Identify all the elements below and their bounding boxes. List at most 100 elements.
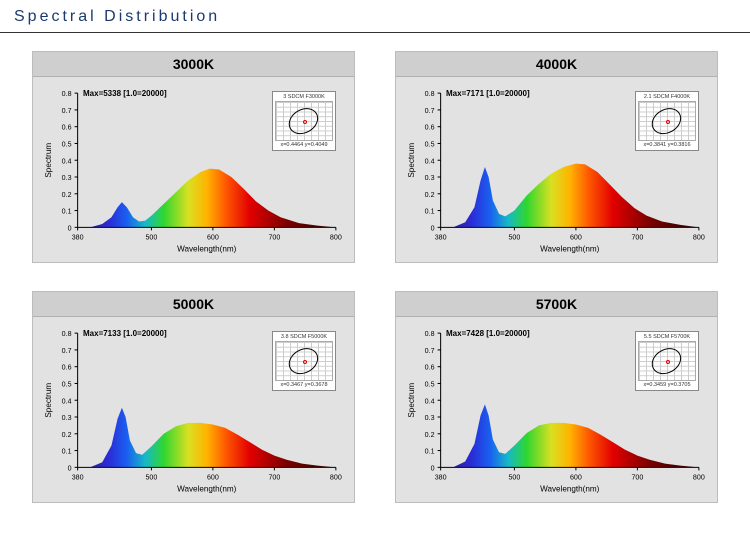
svg-text:0.4: 0.4 <box>62 397 72 405</box>
max-label: Max=5338 [1.0=20000] <box>83 89 167 98</box>
cie-inset: 2.1 SDCM F4000K x=0.3841 y=0.3816 <box>635 91 699 151</box>
svg-text:0.1: 0.1 <box>425 208 435 216</box>
svg-text:0.7: 0.7 <box>62 347 72 355</box>
svg-text:0.6: 0.6 <box>425 124 435 132</box>
svg-text:380: 380 <box>435 234 447 242</box>
plot-area: Max=7171 [1.0=20000] 0 0.1 0.2 0.3 0.4 0.5 0.6… <box>396 77 717 262</box>
inset-marker <box>303 360 307 364</box>
svg-text:Wavelength(nm): Wavelength(nm) <box>540 485 600 494</box>
inset-marker <box>666 360 670 364</box>
inset-coords: x=0.3459 y=0.3705 <box>638 382 696 388</box>
inset-title: 3 SDCM F3000K <box>275 94 333 100</box>
svg-text:0.5: 0.5 <box>425 141 435 149</box>
inset-coords: x=0.3467 y=0.3678 <box>275 382 333 388</box>
svg-text:0: 0 <box>68 224 72 232</box>
svg-text:Spectrum: Spectrum <box>44 143 53 178</box>
svg-text:0: 0 <box>431 464 435 472</box>
cie-inset: 5.5 SDCM F5700K x=0.3459 y=0.3705 <box>635 331 699 391</box>
svg-text:700: 700 <box>268 473 280 481</box>
svg-text:0.7: 0.7 <box>425 107 435 115</box>
svg-text:0.5: 0.5 <box>425 380 435 388</box>
max-label: Max=7428 [1.0=20000] <box>446 329 530 338</box>
chart-title: 5700K <box>396 292 717 317</box>
svg-text:380: 380 <box>72 234 84 242</box>
inset-grid <box>275 101 333 141</box>
plot-area: Max=7133 [1.0=20000] 0 0.1 0.2 0.3 0.4 0.5 0.6… <box>33 317 354 502</box>
svg-text:500: 500 <box>508 473 520 481</box>
svg-text:500: 500 <box>145 234 157 242</box>
svg-text:0.1: 0.1 <box>62 447 72 455</box>
svg-text:0.8: 0.8 <box>425 90 435 98</box>
svg-text:Wavelength(nm): Wavelength(nm) <box>177 485 237 494</box>
svg-text:0.2: 0.2 <box>425 191 435 199</box>
svg-text:0.7: 0.7 <box>425 347 435 355</box>
inset-title: 5.5 SDCM F5700K <box>638 334 696 340</box>
svg-text:380: 380 <box>435 473 447 481</box>
svg-text:800: 800 <box>330 234 342 242</box>
svg-text:700: 700 <box>631 473 643 481</box>
chart-panel: 5000K Max=7133 [1.0=20000] 0 0.1 0.2 0.3 0.4… <box>32 291 355 503</box>
chart-title: 4000K <box>396 52 717 77</box>
svg-text:600: 600 <box>570 234 582 242</box>
svg-text:Spectrum: Spectrum <box>407 143 416 178</box>
svg-text:0.3: 0.3 <box>425 174 435 182</box>
inset-grid <box>638 101 696 141</box>
svg-text:0.2: 0.2 <box>62 191 72 199</box>
svg-text:0.7: 0.7 <box>62 107 72 115</box>
inset-grid <box>638 341 696 381</box>
svg-text:500: 500 <box>508 234 520 242</box>
svg-text:600: 600 <box>207 234 219 242</box>
svg-text:700: 700 <box>268 234 280 242</box>
inset-coords: x=0.3841 y=0.3816 <box>638 142 696 148</box>
svg-text:0: 0 <box>68 464 72 472</box>
inset-title: 3.8 SDCM F5000K <box>275 334 333 340</box>
svg-text:600: 600 <box>570 473 582 481</box>
svg-text:0.3: 0.3 <box>62 174 72 182</box>
svg-text:600: 600 <box>207 473 219 481</box>
svg-text:0.1: 0.1 <box>425 447 435 455</box>
chart-panel: 4000K Max=7171 [1.0=20000] 0 0.1 0.2 0.3 0.4… <box>395 51 718 263</box>
svg-text:0.2: 0.2 <box>62 431 72 439</box>
svg-text:800: 800 <box>693 234 705 242</box>
inset-grid <box>275 341 333 381</box>
svg-text:800: 800 <box>693 473 705 481</box>
inset-title: 2.1 SDCM F4000K <box>638 94 696 100</box>
svg-text:Spectrum: Spectrum <box>44 382 53 417</box>
svg-text:0.2: 0.2 <box>425 431 435 439</box>
max-label: Max=7171 [1.0=20000] <box>446 89 530 98</box>
chart-panel: 5700K Max=7428 [1.0=20000] 0 0.1 0.2 0.3 0.4… <box>395 291 718 503</box>
chart-grid: 3000K Max=5338 [1.0=20000] 0 0.1 0.2 0.3 0.4… <box>0 51 750 503</box>
svg-text:0.4: 0.4 <box>62 157 72 165</box>
chart-title: 3000K <box>33 52 354 77</box>
svg-text:0.3: 0.3 <box>62 414 72 422</box>
svg-text:0.1: 0.1 <box>62 208 72 216</box>
max-label: Max=7133 [1.0=20000] <box>83 329 167 338</box>
plot-area: Max=7428 [1.0=20000] 0 0.1 0.2 0.3 0.4 0.5 0.6… <box>396 317 717 502</box>
svg-text:0: 0 <box>431 224 435 232</box>
svg-text:Wavelength(nm): Wavelength(nm) <box>540 245 600 254</box>
cie-inset: 3 SDCM F3000K x=0.4464 y=0.4049 <box>272 91 336 151</box>
svg-text:800: 800 <box>330 473 342 481</box>
svg-text:0.4: 0.4 <box>425 157 435 165</box>
inset-coords: x=0.4464 y=0.4049 <box>275 142 333 148</box>
svg-text:0.3: 0.3 <box>425 414 435 422</box>
svg-text:0.8: 0.8 <box>62 330 72 338</box>
svg-text:0.6: 0.6 <box>425 364 435 372</box>
svg-text:0.8: 0.8 <box>62 90 72 98</box>
svg-text:500: 500 <box>145 473 157 481</box>
chart-panel: 3000K Max=5338 [1.0=20000] 0 0.1 0.2 0.3 0.4… <box>32 51 355 263</box>
svg-text:0.6: 0.6 <box>62 124 72 132</box>
svg-text:0.5: 0.5 <box>62 380 72 388</box>
svg-text:0.4: 0.4 <box>425 397 435 405</box>
svg-text:Spectrum: Spectrum <box>407 382 416 417</box>
svg-text:0.8: 0.8 <box>425 330 435 338</box>
svg-text:Wavelength(nm): Wavelength(nm) <box>177 245 237 254</box>
svg-text:700: 700 <box>631 234 643 242</box>
plot-area: Max=5338 [1.0=20000] 0 0.1 0.2 0.3 0.4 0.5 0.6… <box>33 77 354 262</box>
page-title: Spectral Distribution <box>0 0 750 33</box>
svg-text:380: 380 <box>72 473 84 481</box>
svg-text:0.6: 0.6 <box>62 364 72 372</box>
cie-inset: 3.8 SDCM F5000K x=0.3467 y=0.3678 <box>272 331 336 391</box>
chart-title: 5000K <box>33 292 354 317</box>
svg-text:0.5: 0.5 <box>62 141 72 149</box>
